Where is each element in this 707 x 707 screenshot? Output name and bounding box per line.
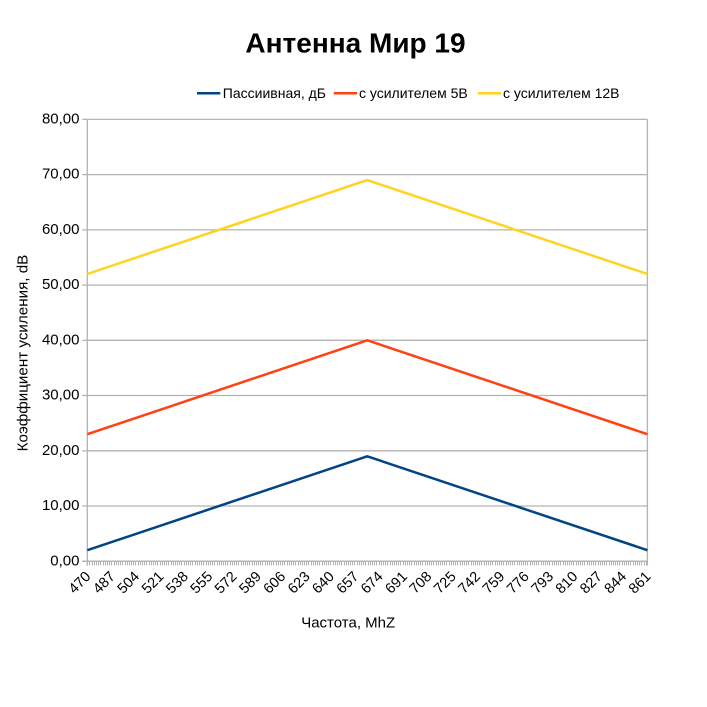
svg-text:Антенна Мир 19: Антенна Мир 19: [245, 27, 465, 58]
svg-text:40,00: 40,00: [42, 331, 80, 348]
svg-text:50,00: 50,00: [42, 276, 80, 293]
svg-text:60,00: 60,00: [42, 221, 80, 238]
svg-text:с усилителем 5В: с усилителем 5В: [359, 85, 468, 101]
svg-text:20,00: 20,00: [42, 442, 80, 459]
svg-text:Частота, MhZ: Частота, MhZ: [301, 615, 395, 632]
svg-text:10,00: 10,00: [42, 497, 80, 514]
svg-text:Пассиивная, дБ: Пассиивная, дБ: [223, 85, 326, 101]
svg-text:80,00: 80,00: [42, 111, 80, 128]
svg-text:0,00: 0,00: [50, 552, 79, 569]
svg-text:Коэффициент усиления, dB: Коэффициент усиления, dB: [15, 255, 32, 452]
svg-text:с усилителем 12В: с усилителем 12В: [503, 85, 620, 101]
svg-text:70,00: 70,00: [42, 166, 80, 183]
svg-text:30,00: 30,00: [42, 387, 80, 404]
